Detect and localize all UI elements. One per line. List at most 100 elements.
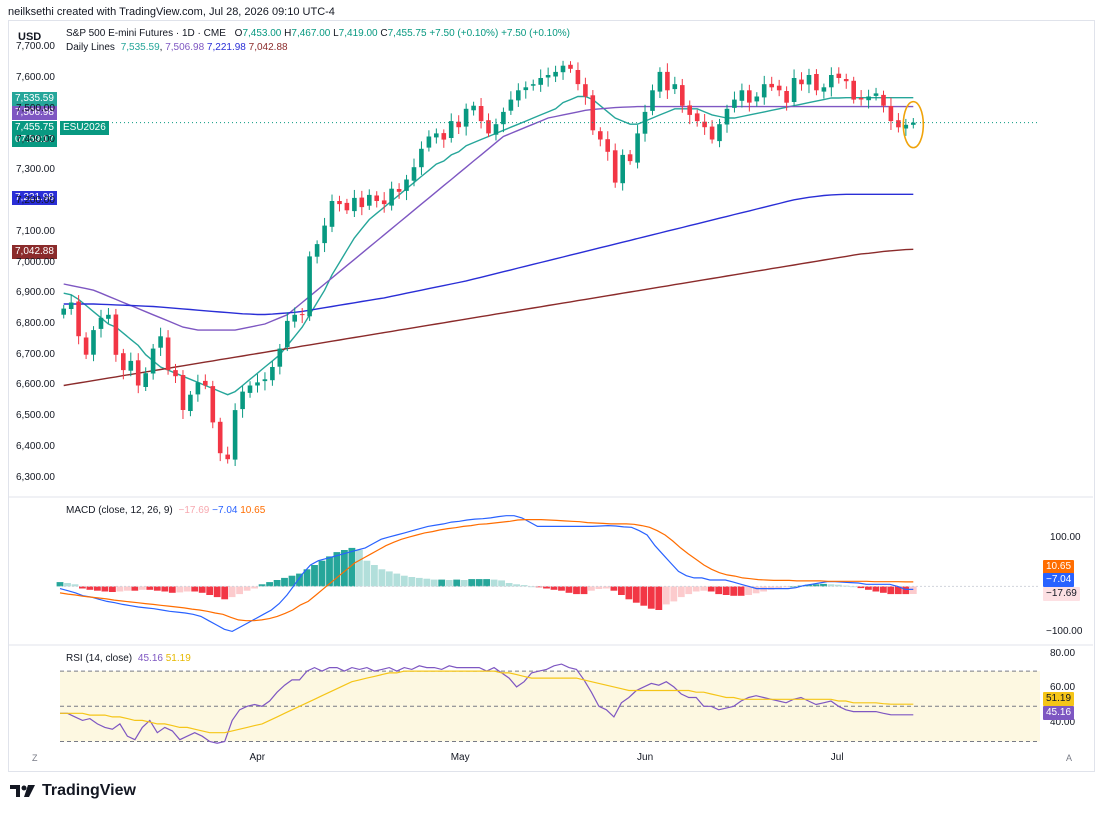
candle-body[interactable] (508, 99, 514, 111)
candle-body[interactable] (732, 99, 737, 108)
currency-label[interactable]: USD (18, 31, 42, 43)
candle-body[interactable] (195, 382, 201, 395)
candle-body[interactable] (337, 201, 342, 205)
candle-body[interactable] (381, 200, 387, 205)
candle-body[interactable] (657, 71, 663, 92)
candle-body[interactable] (761, 84, 767, 98)
candle-body[interactable] (851, 80, 856, 100)
candle-body[interactable] (866, 96, 871, 101)
candle-body[interactable] (434, 133, 439, 138)
candle-body[interactable] (501, 111, 506, 125)
candle-body[interactable] (650, 90, 655, 111)
candle-body[interactable] (590, 95, 596, 131)
candle-body[interactable] (255, 382, 260, 386)
candle-body[interactable] (516, 90, 521, 101)
candle-body[interactable] (747, 90, 752, 103)
candle-body[interactable] (702, 121, 707, 128)
candle-body[interactable] (441, 133, 447, 140)
candle-body[interactable] (665, 71, 670, 91)
candle-body[interactable] (478, 106, 484, 122)
candle-body[interactable] (717, 124, 722, 142)
candle-body[interactable] (627, 154, 633, 162)
candle-body[interactable] (314, 244, 320, 257)
candle-body[interactable] (329, 201, 335, 227)
candle-body[interactable] (620, 154, 625, 184)
candle-body[interactable] (322, 225, 327, 244)
candle-body[interactable] (858, 98, 864, 100)
candle-body[interactable] (635, 133, 640, 163)
candle-body[interactable] (143, 373, 148, 387)
candle-body[interactable] (307, 256, 312, 317)
candle-body[interactable] (76, 301, 81, 337)
candle-body[interactable] (98, 317, 104, 329)
candle-body[interactable] (493, 124, 499, 135)
candle-body[interactable] (799, 79, 804, 85)
candle-body[interactable] (165, 337, 171, 371)
candle-body[interactable] (277, 348, 283, 367)
candle-body[interactable] (843, 79, 849, 82)
candle-body[interactable] (836, 73, 842, 78)
candle-body[interactable] (873, 93, 879, 96)
candle-body[interactable] (888, 106, 894, 122)
candle-body[interactable] (396, 189, 402, 192)
candle-body[interactable] (225, 454, 230, 460)
candle-body[interactable] (538, 78, 543, 85)
candle-body[interactable] (754, 96, 760, 102)
candle-body[interactable] (389, 188, 394, 206)
candle-body[interactable] (128, 360, 134, 371)
candle-body[interactable] (672, 84, 678, 90)
candle-body[interactable] (83, 337, 89, 355)
candle-body[interactable] (784, 91, 789, 103)
candle-body[interactable] (121, 353, 126, 371)
candle-body[interactable] (285, 320, 290, 347)
candle-body[interactable] (769, 83, 774, 88)
candle-body[interactable] (374, 195, 379, 202)
candle-body[interactable] (411, 167, 417, 181)
candle-body[interactable] (642, 111, 648, 134)
candle-body[interactable] (232, 410, 238, 460)
candle-body[interactable] (158, 336, 163, 348)
candle-body[interactable] (367, 194, 372, 206)
candle-body[interactable] (776, 85, 782, 91)
candle-body[interactable] (404, 179, 409, 191)
candle-body[interactable] (299, 314, 305, 316)
candle-body[interactable] (419, 148, 424, 168)
candle-body[interactable] (724, 108, 730, 125)
candle-body[interactable] (471, 105, 476, 111)
candle-body[interactable] (709, 126, 715, 140)
candle-body[interactable] (575, 70, 581, 85)
candle-body[interactable] (344, 202, 350, 211)
candle-body[interactable] (605, 139, 610, 152)
candle-body[interactable] (262, 379, 268, 382)
candle-body[interactable] (456, 121, 461, 128)
candle-body[interactable] (91, 330, 96, 355)
candle-body[interactable] (135, 360, 141, 386)
candle-body[interactable] (694, 113, 700, 122)
candle-body[interactable] (352, 197, 357, 212)
candle-body[interactable] (821, 87, 827, 92)
timezone-icon[interactable]: Z (32, 753, 38, 763)
candle-body[interactable] (903, 124, 909, 129)
candle-body[interactable] (486, 120, 491, 134)
candle-body[interactable] (530, 84, 536, 86)
candle-body[interactable] (173, 370, 178, 377)
candle-body[interactable] (598, 131, 603, 140)
candle-body[interactable] (560, 65, 566, 73)
candle-body[interactable] (612, 150, 618, 183)
candle-body[interactable] (61, 308, 66, 315)
candle-body[interactable] (568, 64, 573, 69)
candle-body[interactable] (687, 105, 692, 115)
candle-body[interactable] (881, 94, 886, 106)
candle-body[interactable] (68, 302, 74, 310)
candle-body[interactable] (292, 314, 297, 322)
candle-body[interactable] (463, 108, 469, 127)
candle-body[interactable] (448, 121, 454, 138)
candle-body[interactable] (247, 385, 253, 393)
candle-body[interactable] (217, 421, 223, 454)
candle-body[interactable] (791, 78, 797, 102)
auto-scale-icon[interactable]: A (1066, 753, 1073, 763)
candle-body[interactable] (896, 120, 901, 128)
candle-body[interactable] (680, 85, 685, 106)
candle-body[interactable] (210, 386, 216, 423)
candle-body[interactable] (150, 348, 156, 374)
